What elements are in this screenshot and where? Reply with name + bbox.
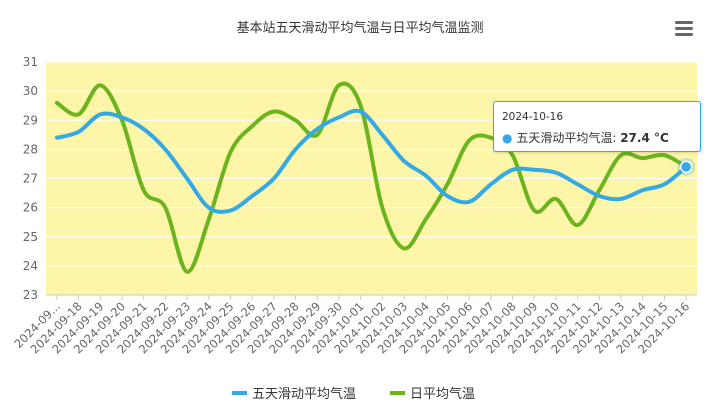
legend: 五天滑动平均气温 日平均气温 bbox=[232, 386, 475, 402]
y-tick-label: 26 bbox=[23, 201, 38, 215]
y-tick-label: 29 bbox=[23, 113, 38, 127]
y-tick-label: 25 bbox=[23, 230, 38, 244]
menu-icon-bar bbox=[675, 33, 693, 36]
x-axis: 2024-09...2024-09-182024-09-192024-09-20… bbox=[11, 294, 697, 356]
hamburger-menu-icon[interactable] bbox=[670, 16, 698, 42]
y-tick-label: 24 bbox=[23, 259, 38, 273]
marker-group bbox=[677, 157, 696, 176]
tooltip: 2024-10-16 ● 五天滑动平均气温: 27.4 °C bbox=[493, 101, 701, 152]
legend-label-five-day[interactable]: 五天滑动平均气温 bbox=[252, 386, 356, 402]
series-line-five-day[interactable] bbox=[54, 108, 689, 214]
y-tick-label: 27 bbox=[23, 172, 38, 186]
legend-label-daily[interactable]: 日平均气温 bbox=[410, 386, 475, 402]
y-tick-label: 23 bbox=[23, 288, 38, 302]
y-tick-label: 28 bbox=[23, 142, 38, 156]
tooltip-line: ● 五天滑动平均气温: 27.4 °C bbox=[502, 131, 669, 145]
hover-point-marker[interactable] bbox=[679, 160, 693, 174]
y-tick-label: 30 bbox=[23, 84, 38, 98]
tooltip-series-name: 五天滑动平均气温 bbox=[516, 131, 613, 145]
y-axis: 23 24 25 26 27 28 29 30 31 bbox=[23, 55, 38, 302]
y-tick-label: 31 bbox=[23, 55, 38, 69]
series-group bbox=[54, 81, 689, 274]
menu-icon-bar bbox=[675, 27, 693, 30]
tooltip-date: 2024-10-16 bbox=[502, 111, 564, 123]
series-line-daily[interactable] bbox=[54, 81, 689, 274]
tooltip-value: 27.4 °C bbox=[620, 131, 669, 145]
menu-icon-bar bbox=[675, 21, 693, 24]
chart-title: 基本站五天滑动平均气温与日平均气温监测 bbox=[236, 20, 483, 36]
tooltip-dot-icon: ● bbox=[502, 131, 513, 145]
